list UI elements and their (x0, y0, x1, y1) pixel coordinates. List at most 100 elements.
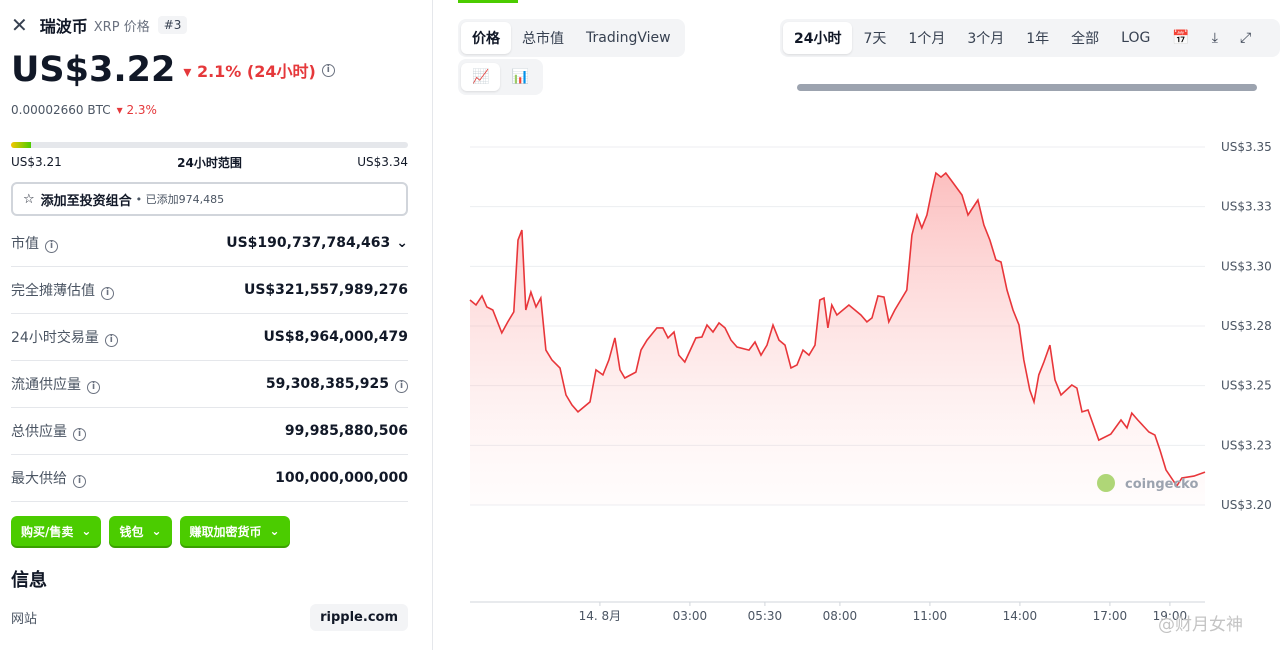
stats: 市值 i US$190,737,784,463 ⌄ 完全摊薄估值 i US$321,557,… (11, 220, 408, 502)
price: US$3.22 (11, 50, 176, 90)
info-icon[interactable]: i (45, 240, 58, 253)
stat-row: 市值 i US$190,737,784,463 ⌄ (11, 220, 408, 267)
info-icon[interactable]: i (321, 63, 335, 77)
stat-label-wrap: 完全摊薄估值 i (11, 280, 114, 300)
coin-panel: ✕ 瑞波币 XRP 价格 #3 US$3.22 ▾ 2.1% (24小时) i … (0, 0, 433, 650)
action-button[interactable]: 赚取加密货币 ⌄ (179, 516, 290, 546)
close-icon[interactable]: ✕ (11, 13, 28, 37)
chart-style: 📈 📊 (458, 59, 543, 95)
period-button[interactable]: 1个月 (908, 31, 946, 47)
y-tick-label: US$3.25 (1221, 379, 1272, 393)
chart-tab[interactable]: 价格 (461, 22, 511, 54)
website-link[interactable]: ripple.com (310, 604, 408, 631)
watermark: coingecko (1125, 477, 1198, 492)
stat-value: US$321,557,989,276 (243, 282, 408, 298)
stat-label: 最大供给 (11, 471, 67, 487)
portfolio-button[interactable]: ☆ 添加至投资组合 • 已添加974,485 (11, 182, 408, 216)
stat-label-wrap: 市值 i (11, 233, 58, 253)
price-line (469, 171, 1206, 488)
tool-icon[interactable]: ⤓ (1211, 30, 1218, 46)
portfolio-label: 添加至投资组合 (40, 193, 132, 209)
action-label: 购买/售卖 (21, 524, 74, 539)
coin-name: 瑞波币 (39, 17, 88, 36)
range-bar (11, 142, 408, 148)
period-buttons: 24小时 7天 1个月 3个月 1年 全部 LOG 📅 ⤓ ⤢ (780, 19, 1280, 57)
x-tick-label: 14:00 (1003, 609, 1038, 623)
stat-label: 市值 (11, 236, 39, 252)
chevron: ⌄ (151, 524, 162, 538)
info-icon[interactable]: i (104, 334, 118, 347)
line-chart-icon[interactable]: 📈 (461, 63, 501, 91)
period-button[interactable]: 24小时 (783, 22, 853, 54)
info-icon[interactable]: i (395, 379, 408, 393)
x-tick-label: 11:00 (913, 609, 948, 623)
y-tick-label: US$3.33 (1221, 200, 1272, 214)
tool-icon[interactable]: 📅 (1172, 30, 1190, 46)
chevron: ⌄ (81, 524, 92, 538)
info-icon[interactable]: i (87, 381, 100, 394)
stat-value: 100,000,000,000 (275, 470, 408, 486)
stat-label: 完全摊薄估值 (11, 283, 95, 299)
rank: #3 (157, 16, 188, 34)
chart-tab[interactable]: 总市值 (522, 31, 564, 47)
stat-value: 99,985,880,506 (284, 423, 408, 439)
period-button[interactable]: 全部 (1071, 31, 1100, 47)
period-button[interactable]: 1年 (1026, 31, 1050, 47)
x-tick-label: 03:00 (673, 609, 708, 623)
stat-label: 总供应量 (11, 424, 67, 440)
website-label: 网站 (11, 612, 38, 627)
stat-value-wrap: US$8,964,000,479 (263, 329, 408, 345)
x-tick-label: 17:00 (1093, 609, 1128, 623)
btc-change: ▾ 2.3% (116, 103, 157, 117)
btc-change-text: 2.3% (126, 103, 157, 117)
watermark-social: @财月女神 (1158, 615, 1243, 635)
info-icon[interactable]: i (73, 428, 86, 441)
chart-tab[interactable]: TradingView (586, 30, 671, 46)
price-chart: US$3.20 US$3.23 US$3.25 US$3.28 US$3.30 US$3.… (469, 140, 1272, 635)
info-icon[interactable]: i (101, 287, 114, 300)
chevron: ⌄ (269, 524, 280, 538)
stat-label: 流通供应量 (11, 377, 81, 393)
period-button[interactable]: 7天 (863, 31, 887, 47)
period-button[interactable]: LOG (1121, 30, 1151, 46)
plot: US$3.20 US$3.23 US$3.25 US$3.28 US$3.30 US$3.… (469, 140, 1272, 635)
stat-row: 完全摊薄估值 i US$321,557,989,276 (11, 267, 408, 314)
stat-value-wrap: 100,000,000,000 (275, 470, 408, 486)
action-button[interactable]: 购买/售卖 ⌄ (11, 516, 102, 546)
range-label: 24小时范围 (177, 155, 242, 170)
stat-row: 最大供给 i 100,000,000,000 (11, 455, 408, 502)
stat-value: US$8,964,000,479 (263, 329, 408, 345)
x-tick-label: 14. 8月 (579, 609, 622, 623)
stat-value-wrap: US$321,557,989,276 (244, 282, 408, 298)
actions: 购买/售卖 ⌄ 钱包 ⌄ 赚取加密货币 ⌄ (11, 516, 408, 546)
stat-row: 流通供应量 i 59,308,385,925 i (11, 361, 408, 408)
stat-label-wrap: 最大供给 i (11, 468, 86, 488)
stat-value-wrap: 59,308,385,925 i (266, 376, 408, 393)
expand-icon[interactable]: ⌄ (396, 235, 408, 251)
stat-row: 总供应量 i 99,985,880,506 (11, 408, 408, 455)
portfolio-count: • 已添加974,485 (135, 193, 225, 206)
info-icon[interactable]: i (73, 475, 86, 488)
stat-label-wrap: 流通供应量 i (11, 374, 100, 394)
action-button[interactable]: 钱包 ⌄ (109, 516, 172, 546)
stat-row: 24小时交易量 i US$8,964,000,479 (11, 314, 408, 361)
y-tick-label: US$3.23 (1221, 438, 1272, 452)
period-button[interactable]: 3个月 (967, 31, 1005, 47)
y-tick-label: US$3.28 (1221, 319, 1272, 333)
price-change: ▾ 2.1% (24小时) (183, 62, 316, 81)
chart-tabs: 价格 总市值 TradingView (458, 19, 685, 57)
price-area (470, 173, 1205, 505)
y-tick-label: US$3.20 (1221, 498, 1272, 512)
range-low: US$3.21 (11, 155, 62, 169)
stat-value: 59,308,385,925 (265, 375, 389, 392)
stat-value: US$190,737,784,463 (226, 235, 391, 251)
tab-indicator (458, 0, 518, 3)
stat-value-wrap: US$190,737,784,463 ⌄ (226, 235, 408, 251)
tool-icon[interactable]: ⤢ (1239, 30, 1252, 46)
y-tick-label: US$3.30 (1221, 259, 1272, 273)
range-high: US$3.34 (357, 155, 408, 169)
candle-chart-icon[interactable]: 📊 (511, 69, 529, 85)
stat-label-wrap: 24小时交易量 i (11, 327, 118, 347)
